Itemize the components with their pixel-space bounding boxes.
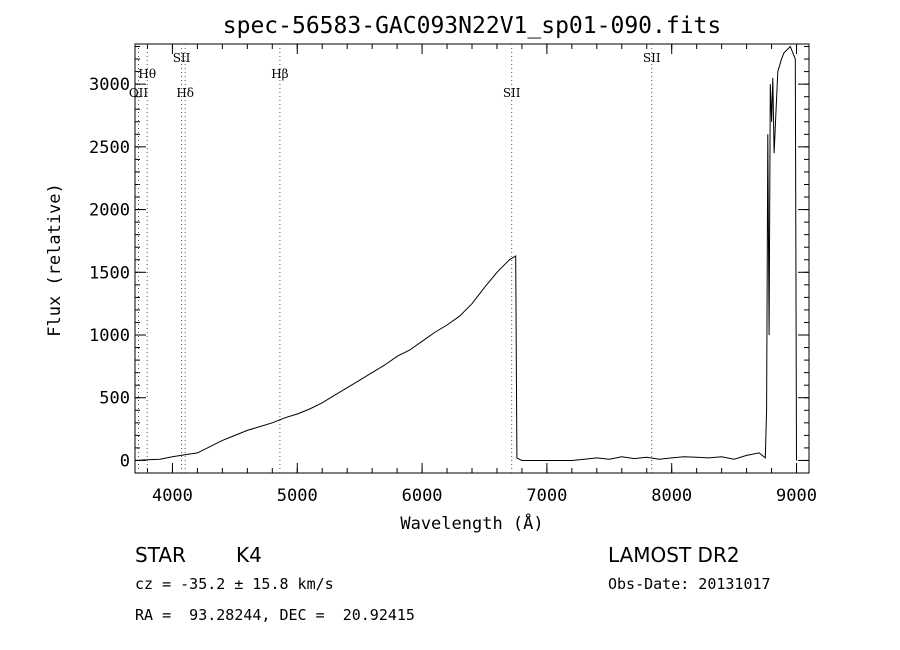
spectral-line-label: SII (503, 86, 521, 100)
spectrum-series-line (134, 45, 797, 461)
x-tick-label: 9000 (776, 486, 817, 506)
spectral-line-label: SII (173, 51, 191, 65)
y-tick-label: 1500 (89, 263, 130, 283)
x-tick-label: 7000 (526, 486, 567, 506)
x-tick-label: 4000 (152, 486, 193, 506)
spectral-line-label: SII (643, 51, 661, 65)
survey-label: LAMOST DR2 (608, 543, 740, 567)
spectral-line-label: Hδ (176, 86, 194, 100)
y-tick-label: 0 (120, 451, 130, 471)
y-tick-label: 500 (99, 389, 130, 409)
x-tick-label: 6000 (402, 486, 443, 506)
plot-frame (134, 43, 810, 474)
y-tick-label: 2000 (89, 201, 130, 221)
y-tick-label: 1000 (89, 326, 130, 346)
axis-ticks: 4000 5000 6000 7000 8000 9000 0 500 1000 1500 2000… (89, 44, 817, 506)
object-subclass: K4 (236, 543, 262, 567)
spectral-line-label: Hβ (271, 67, 288, 81)
redshift-text: cz = -35.2 ± 15.8 km/s (135, 575, 334, 593)
y-tick-label: 2500 (89, 138, 130, 158)
chart-title: spec-56583-GAC093N22V1_sp01-090.fits (223, 13, 722, 39)
spectral-line-markers: OII Hθ SII Hδ Hβ SII SII (129, 44, 661, 473)
obs-date: Obs-Date: 20131017 (608, 575, 771, 593)
spectral-line-label: OII (129, 86, 149, 100)
y-axis-label: Flux (relative) (45, 183, 65, 337)
x-axis-label: Wavelength (Å) (400, 512, 543, 534)
x-tick-label: 8000 (651, 486, 692, 506)
object-class: STAR (135, 543, 186, 567)
x-tick-label: 5000 (277, 486, 318, 506)
spectral-line-label: Hθ (138, 67, 156, 81)
coordinates: RA = 93.28244, DEC = 20.92415 (135, 606, 415, 624)
y-tick-label: 3000 (89, 75, 130, 95)
